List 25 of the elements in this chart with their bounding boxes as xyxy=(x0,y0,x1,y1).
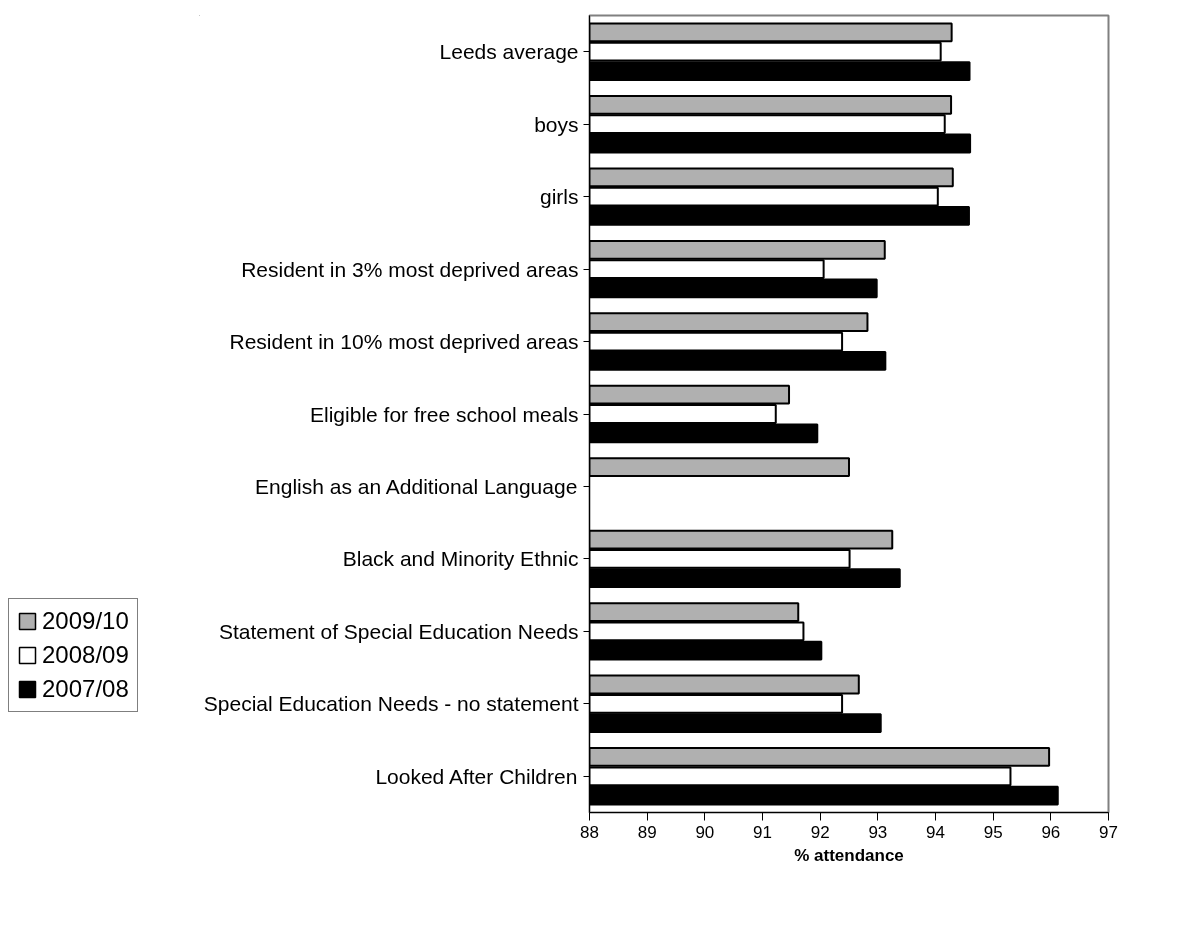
x-tick-label: 92 xyxy=(810,822,830,842)
legend-label: 2008/09 xyxy=(42,641,129,669)
x-tick-label: 88 xyxy=(580,822,599,842)
x-tick-label: 93 xyxy=(868,822,888,842)
legend-label: 2009/10 xyxy=(42,607,129,635)
y-tick-label: Looked After Children xyxy=(375,764,578,788)
x-axis-title: % attendance xyxy=(794,845,904,865)
y-tick-label: Leeds average xyxy=(439,40,579,64)
y-tick-label: English as an Additional Language xyxy=(255,474,578,498)
y-tick-label: Special Education Needs - no statement xyxy=(203,692,579,716)
y-tick-label: Resident in 10% most deprived areas xyxy=(229,330,579,354)
x-tick-label: 94 xyxy=(926,822,945,842)
y-tick-label: Statement of Special Education Needs xyxy=(218,619,579,643)
x-tick-label: 90 xyxy=(695,822,715,842)
y-tick-label: Resident in 3% most deprived areas xyxy=(241,257,579,281)
legend-label: 2007/08 xyxy=(42,675,129,703)
x-tick-label: 91 xyxy=(753,822,772,842)
x-tick-label: 97 xyxy=(1099,822,1118,842)
y-tick-label: Black and Minority Ethnic xyxy=(342,547,579,571)
x-tick-label: 95 xyxy=(983,822,1003,842)
y-tick-label: Eligible for free school meals xyxy=(310,402,579,426)
x-tick-label: 96 xyxy=(1041,822,1061,842)
y-tick-label: girls xyxy=(540,185,579,209)
x-tick-label: 89 xyxy=(637,822,657,842)
y-tick-label: boys xyxy=(534,112,579,136)
